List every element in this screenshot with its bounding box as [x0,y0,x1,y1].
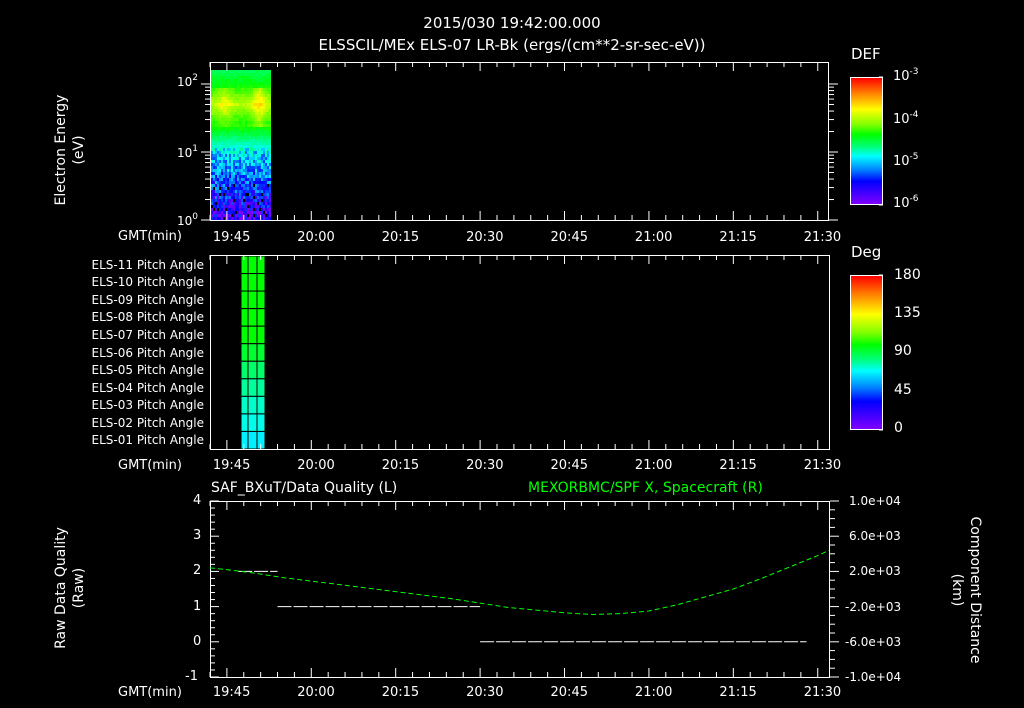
panel1-xtick-6: 21:15 [719,230,757,245]
panel1-xtick-7: 21:30 [803,230,842,245]
colorbar1-tick-1e-5: 10-5 [893,152,919,169]
panel2-xtick-7: 21:30 [803,458,842,473]
colorbar1-tick-1e-6: 10-6 [893,194,919,211]
panel1-ytick-100: 102 [177,73,199,89]
panel3-ytick-right-2: 2.0e+03 [849,564,901,579]
panel2-xtick-0: 19:45 [212,458,251,473]
panel2-xtick-6: 21:15 [719,458,757,473]
panel3-ytick-right-1: 6.0e+03 [849,529,901,544]
pitch-angle-grid [240,255,272,450]
panel3-xtick-2: 20:15 [381,685,420,700]
panel3-xtick-5: 21:00 [634,685,673,700]
pitch-angle-row-label-5: ELS-06 Pitch Angle [91,345,204,360]
panel3-xtick-3: 20:30 [466,685,504,700]
pitch-angle-row-label-2: ELS-09 Pitch Angle [91,292,204,307]
colorbar-def [850,77,883,205]
colorbar1-title: DEF [851,45,881,63]
panel3-ytick-left-1: 3 [193,528,202,544]
panel2-xtick-2: 20:15 [381,458,420,473]
panel3-ytick-left-5: -1 [185,669,198,684]
pitch-angle-row-label-3: ELS-08 Pitch Angle [91,310,204,325]
panel1-xtick-2: 20:15 [381,230,420,245]
pitch-angle-row-label-6: ELS-05 Pitch Angle [91,363,204,378]
pitch-angle-row-label-0: ELS-11 Pitch Angle [91,257,204,272]
colorbar-deg [850,275,883,430]
panel3-ytick-left-0: 4 [193,493,202,508]
plot-timestamp: 2015/030 19:42:00.000 [423,14,601,32]
pitch-angle-row-label-7: ELS-04 Pitch Angle [91,380,204,395]
pitch-angle-row-label-9: ELS-02 Pitch Angle [91,415,204,430]
panel3-ytick-right-5: -1.0e+04 [845,670,902,684]
panel2-xtick-4: 20:45 [550,458,588,473]
colorbar2-title: Deg [851,243,882,261]
panel1-xtick-1: 20:00 [297,230,335,245]
colorbar2-tick-0: 180 [894,267,921,283]
panel1-frame [210,62,829,221]
colorbar2-tick-4: 0 [894,420,903,436]
panel3-xtick-0: 19:45 [212,685,251,700]
panel3-ytick-right-4: -6.0e+03 [845,634,902,649]
pitch-angle-row-label-10: ELS-01 Pitch Angle [91,433,204,448]
panel3-xtick-6: 21:15 [719,685,757,700]
pitch-angle-row-label-1: ELS-10 Pitch Angle [91,275,204,290]
plot-subtitle: ELSSCIL/MEx ELS-07 LR-Bk (ergs/(cm**2-sr… [318,36,706,54]
panel3-ytick-left-3: 1 [193,598,202,614]
pitch-angle-row-label-8: ELS-03 Pitch Angle [91,398,204,413]
panel2-xtick-1: 20:00 [297,458,335,473]
panel3-ytick-left-4: 0 [193,633,202,649]
energy-spectrogram [211,70,271,220]
panel1-xaxis-label: GMT(min) [118,229,182,244]
panel2-xtick-5: 21:00 [634,458,673,473]
colorbar1-tick-1e-4: 10-4 [893,110,919,127]
colorbar2-tick-2: 90 [894,343,912,359]
panel3-xtick-4: 20:45 [550,685,588,700]
panel1-xtick-4: 20:45 [550,230,588,245]
spectrogram-cells [211,70,271,220]
panel1-ytick-10: 101 [177,144,199,160]
panel1-ytick-1: 100 [177,212,199,228]
panel1-xtick-0: 19:45 [212,230,251,245]
panel3-ytick-left-2: 2 [193,563,202,579]
colorbar1-tick-1e-3: 10-3 [893,67,919,84]
panel3-right-title: MEXORBMC/SPF X, Spacecraft (R) [528,480,763,496]
panel2-xtick-3: 20:30 [466,458,504,473]
panel3-ytick-right-3: -2.0e+03 [845,599,902,614]
panel2-frame [210,255,830,450]
panel3-xaxis-label: GMT(min) [118,685,182,700]
panel3-ytick-right-0: 1.0e+04 [849,494,901,508]
colorbar2-tick-1: 135 [894,305,921,321]
panel3-xtick-7: 21:30 [803,685,842,700]
panel3-frame [210,501,830,678]
pitch-angle-cells [240,255,266,450]
panel1-xtick-5: 21:00 [634,230,673,245]
panel1-xtick-3: 20:30 [466,230,504,245]
pitch-angle-row-label-4: ELS-07 Pitch Angle [91,327,204,342]
panel2-xaxis-label: GMT(min) [118,458,182,473]
panel3-left-title: SAF_BXuT/Data Quality (L) [211,480,398,496]
panel3-xtick-1: 20:00 [297,685,335,700]
colorbar2-tick-3: 45 [894,382,912,398]
